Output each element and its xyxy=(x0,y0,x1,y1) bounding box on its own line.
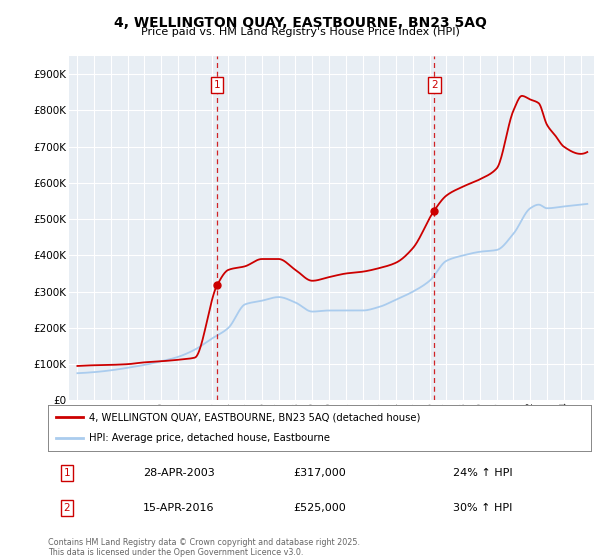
Text: 24% ↑ HPI: 24% ↑ HPI xyxy=(452,468,512,478)
Text: 2: 2 xyxy=(64,503,70,513)
Text: Contains HM Land Registry data © Crown copyright and database right 2025.
This d: Contains HM Land Registry data © Crown c… xyxy=(48,538,360,557)
Text: £525,000: £525,000 xyxy=(293,503,346,513)
Text: 1: 1 xyxy=(64,468,70,478)
Text: HPI: Average price, detached house, Eastbourne: HPI: Average price, detached house, East… xyxy=(89,433,330,444)
Text: 30% ↑ HPI: 30% ↑ HPI xyxy=(453,503,512,513)
Text: £317,000: £317,000 xyxy=(293,468,346,478)
Text: 15-APR-2016: 15-APR-2016 xyxy=(143,503,215,513)
Text: 4, WELLINGTON QUAY, EASTBOURNE, BN23 5AQ (detached house): 4, WELLINGTON QUAY, EASTBOURNE, BN23 5AQ… xyxy=(89,412,420,422)
Text: 4, WELLINGTON QUAY, EASTBOURNE, BN23 5AQ: 4, WELLINGTON QUAY, EASTBOURNE, BN23 5AQ xyxy=(113,16,487,30)
Text: Price paid vs. HM Land Registry's House Price Index (HPI): Price paid vs. HM Land Registry's House … xyxy=(140,27,460,38)
Text: 2: 2 xyxy=(431,80,438,90)
Text: 1: 1 xyxy=(214,80,220,90)
Text: 28-APR-2003: 28-APR-2003 xyxy=(143,468,215,478)
